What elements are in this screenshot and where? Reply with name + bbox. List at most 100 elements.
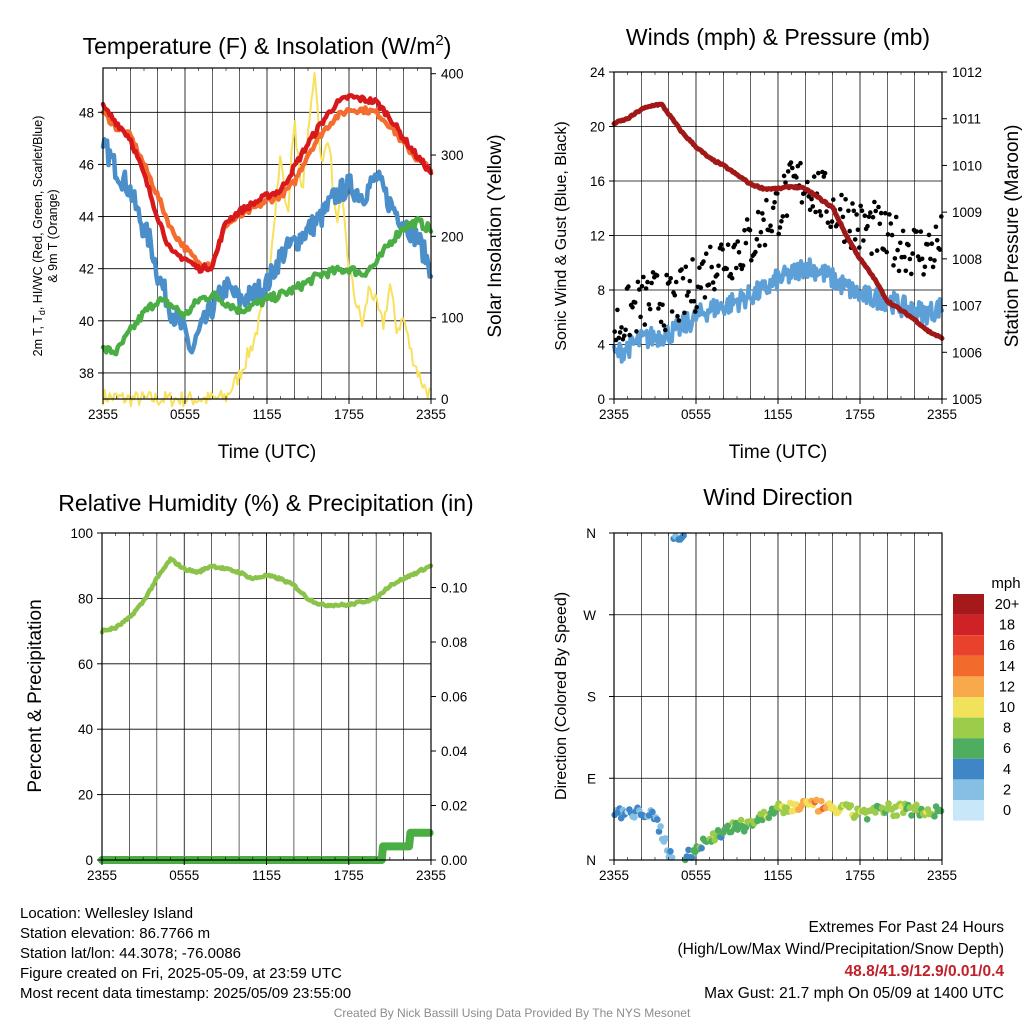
gust-point xyxy=(753,249,758,255)
gust-point xyxy=(768,223,773,228)
gust-point xyxy=(884,249,889,255)
x-tick-label: 1155 xyxy=(763,407,792,422)
gust-point xyxy=(926,232,932,238)
gust-point xyxy=(854,212,859,217)
gust-point xyxy=(634,329,639,334)
gust-point xyxy=(907,256,913,262)
legend-swatch xyxy=(953,635,984,656)
gust-point xyxy=(710,280,716,285)
y-tick-label: 48 xyxy=(79,105,94,120)
direction-point xyxy=(885,800,892,807)
direction-point xyxy=(688,854,696,861)
y2-tick-label: 0.08 xyxy=(441,635,467,650)
gust-point xyxy=(725,242,731,247)
gust-point xyxy=(799,200,805,205)
legend-swatch xyxy=(953,800,984,821)
y-tick-label: 0 xyxy=(597,392,605,407)
gust-point xyxy=(909,271,914,277)
gust-point xyxy=(632,300,638,305)
y2-tick-label: 0.02 xyxy=(441,799,467,814)
x-tick-label: 2355 xyxy=(599,868,629,883)
y-tick-label: 42 xyxy=(79,262,94,277)
legend-label: 14 xyxy=(999,659,1015,675)
gust-point xyxy=(873,208,878,214)
direction-point xyxy=(818,797,825,805)
y2-tick-label: 1012 xyxy=(952,65,982,80)
hiwc-line xyxy=(100,136,434,355)
direction-point xyxy=(685,846,692,854)
gust-point xyxy=(772,200,777,205)
precip-line xyxy=(98,828,434,864)
gust-point xyxy=(918,229,924,234)
gust-point xyxy=(896,268,902,274)
gust-point xyxy=(683,264,689,270)
gust-point xyxy=(888,221,894,226)
gust-point xyxy=(861,238,866,243)
gust-point xyxy=(630,305,635,310)
y-tick-label: 0 xyxy=(85,853,93,868)
gust-point xyxy=(868,210,873,215)
y2-tick-label: 0.00 xyxy=(441,853,467,868)
gust-point xyxy=(679,267,684,272)
station-latlon: Station lat/lon: 44.3078; -76.0086 xyxy=(20,945,242,962)
gust-point xyxy=(762,242,768,248)
direction-point xyxy=(667,848,674,855)
legend-label: 4 xyxy=(1003,762,1011,778)
y2-tick-label: 1009 xyxy=(952,205,982,220)
legend-label: 20+ xyxy=(995,597,1020,613)
gust-point xyxy=(900,228,906,234)
gust-point xyxy=(903,268,909,274)
gust-point xyxy=(617,330,623,335)
gust-point xyxy=(703,251,709,256)
gust-point xyxy=(735,239,740,244)
gust-point xyxy=(743,240,749,246)
direction-point xyxy=(847,802,855,809)
legend-label: 16 xyxy=(999,638,1015,654)
dir-ylabel-left: Direction (Colored By Speed) xyxy=(553,592,570,800)
gust-point xyxy=(616,335,622,341)
gust-point xyxy=(859,208,865,213)
legend-label: 18 xyxy=(999,618,1015,634)
gust-point xyxy=(642,322,648,327)
legend-label: 0 xyxy=(1003,803,1011,819)
gust-point xyxy=(698,285,704,290)
gust-point xyxy=(667,279,672,285)
gust-point xyxy=(675,313,680,319)
gust-point xyxy=(915,254,921,259)
direction-point xyxy=(654,816,661,823)
gust-point xyxy=(784,213,790,218)
gust-point xyxy=(825,220,831,225)
gust-point xyxy=(809,196,814,202)
gust-point xyxy=(754,237,760,242)
credit-line: Created By Nick Bassill Using Data Provi… xyxy=(333,1006,691,1020)
gust-point xyxy=(852,237,858,242)
y2-tick-label: 1011 xyxy=(952,112,981,127)
rh-ylabel-left: Percent & Precipitation xyxy=(25,599,46,792)
rh-line xyxy=(99,556,434,635)
gust-point xyxy=(656,306,661,311)
extremes-fields: (High/Low/Max Wind/Precipitation/Snow De… xyxy=(677,941,1005,958)
gust-point xyxy=(807,207,813,213)
x-tick-label: 1155 xyxy=(252,407,281,422)
direction-point xyxy=(742,824,750,831)
dir-grid xyxy=(614,533,942,860)
gust-point xyxy=(724,266,729,272)
gust-point xyxy=(932,258,937,263)
direction-point xyxy=(655,828,663,835)
y2-tick-label: 100 xyxy=(441,311,464,326)
gust-point xyxy=(850,201,855,206)
gust-point xyxy=(758,229,764,235)
gust-point xyxy=(895,247,900,253)
legend-label: 10 xyxy=(999,700,1015,716)
gust-point xyxy=(858,203,863,209)
gust-point xyxy=(638,314,643,320)
gust-point xyxy=(755,209,761,215)
gust-point xyxy=(925,242,930,247)
temp-ylabel-left-line1: 2m T, Td, HI/WC (Red, Green, Scarlet/Blu… xyxy=(31,116,47,357)
y2-tick-label: 0 xyxy=(441,392,449,407)
direction-point xyxy=(908,812,915,819)
gust-point xyxy=(811,174,817,179)
gust-point xyxy=(661,323,667,328)
legend-swatch xyxy=(953,738,984,759)
legend-swatch xyxy=(953,697,984,718)
